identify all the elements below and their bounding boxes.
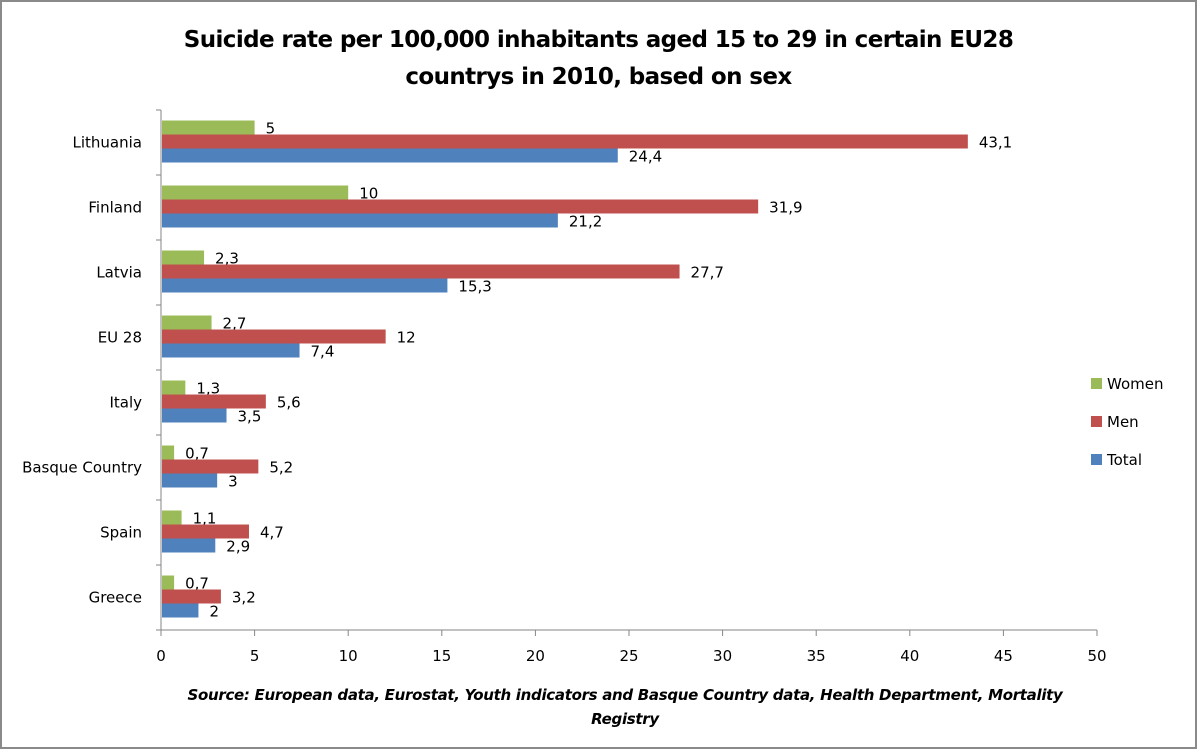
category-label: Latvia — [96, 264, 142, 282]
bar-total — [162, 343, 300, 358]
legend-swatch-men — [1091, 416, 1102, 427]
x-tick-label: 15 — [432, 647, 451, 665]
data-label-women: 0,7 — [185, 575, 209, 593]
legend-label-total: Total — [1106, 451, 1142, 469]
data-label-women: 10 — [359, 185, 378, 203]
legend-swatch-women — [1091, 378, 1102, 389]
bar-women — [162, 510, 182, 525]
bar-men — [162, 329, 386, 344]
data-label-men: 4,7 — [260, 524, 284, 542]
data-label-men: 12 — [397, 329, 416, 347]
x-tick-label: 45 — [994, 647, 1013, 665]
bar-men — [162, 394, 266, 409]
data-label-total: 21,2 — [569, 213, 602, 231]
legend-swatch-total — [1091, 454, 1102, 465]
x-tick-label: 5 — [250, 647, 260, 665]
x-tick-label: 30 — [713, 647, 732, 665]
x-tick-label: 20 — [526, 647, 545, 665]
bar-women — [162, 380, 186, 395]
x-tick-label: 25 — [619, 647, 638, 665]
chart-source-line-2: Registry — [591, 710, 659, 728]
bar-total — [162, 148, 618, 163]
bar-men — [162, 524, 249, 539]
bar-men — [162, 199, 759, 214]
category-label: Finland — [88, 199, 142, 217]
x-tick-label: 10 — [339, 647, 358, 665]
data-label-women: 5 — [266, 120, 276, 138]
data-label-women: 2,3 — [215, 250, 239, 268]
chart-title: Suicide rate per 100,000 inhabitants age… — [0, 22, 1197, 96]
bar-total — [162, 408, 227, 423]
legend-label-men: Men — [1107, 413, 1139, 431]
bar-women — [162, 120, 255, 135]
bar-total — [162, 278, 448, 293]
bar-women — [162, 445, 175, 460]
data-label-men: 5,6 — [277, 394, 301, 412]
chart-title-line-2: countrys in 2010, based on sex — [405, 64, 792, 90]
bar-men — [162, 134, 968, 149]
data-label-total: 7,4 — [311, 343, 335, 361]
bar-women — [162, 250, 205, 265]
category-label: Italy — [109, 394, 142, 412]
category-label: Greece — [89, 589, 142, 607]
x-tick-label: 0 — [156, 647, 166, 665]
category-label: EU 28 — [98, 329, 142, 347]
chart-source: Source: European data, Eurostat, Youth i… — [120, 683, 1130, 731]
data-label-men: 3,2 — [232, 589, 256, 607]
bar-men — [162, 589, 221, 604]
data-label-total: 15,3 — [458, 278, 491, 296]
bar-women — [162, 315, 212, 330]
data-label-men: 5,2 — [269, 459, 293, 477]
data-label-women: 2,7 — [223, 315, 247, 333]
data-label-men: 43,1 — [979, 134, 1012, 152]
legend-label-women: Women — [1107, 375, 1163, 393]
bar-total — [162, 603, 199, 618]
category-label: Lithuania — [73, 134, 142, 152]
data-label-total: 3,5 — [238, 408, 262, 426]
chart-title-line-1: Suicide rate per 100,000 inhabitants age… — [183, 27, 1014, 53]
category-label: Spain — [100, 524, 142, 542]
x-tick-label: 40 — [900, 647, 919, 665]
data-label-total: 24,4 — [629, 148, 662, 166]
chart-source-line-1: Source: European data, Eurostat, Youth i… — [187, 686, 1063, 704]
data-label-women: 0,7 — [185, 445, 209, 463]
data-label-men: 31,9 — [769, 199, 802, 217]
bar-men — [162, 264, 680, 279]
data-label-women: 1,3 — [196, 380, 220, 398]
bar-men — [162, 459, 259, 474]
bar-total — [162, 213, 558, 228]
x-tick-label: 50 — [1087, 647, 1106, 665]
data-label-women: 1,1 — [193, 510, 217, 528]
data-label-total: 3 — [228, 473, 238, 491]
data-label-men: 27,7 — [691, 264, 724, 282]
data-label-total: 2 — [209, 603, 219, 621]
bar-women — [162, 185, 349, 200]
bar-women — [162, 575, 175, 590]
bar-total — [162, 538, 216, 553]
category-label: Basque Country — [22, 459, 142, 477]
data-label-total: 2,9 — [226, 538, 250, 556]
x-tick-label: 35 — [807, 647, 826, 665]
bar-total — [162, 473, 218, 488]
